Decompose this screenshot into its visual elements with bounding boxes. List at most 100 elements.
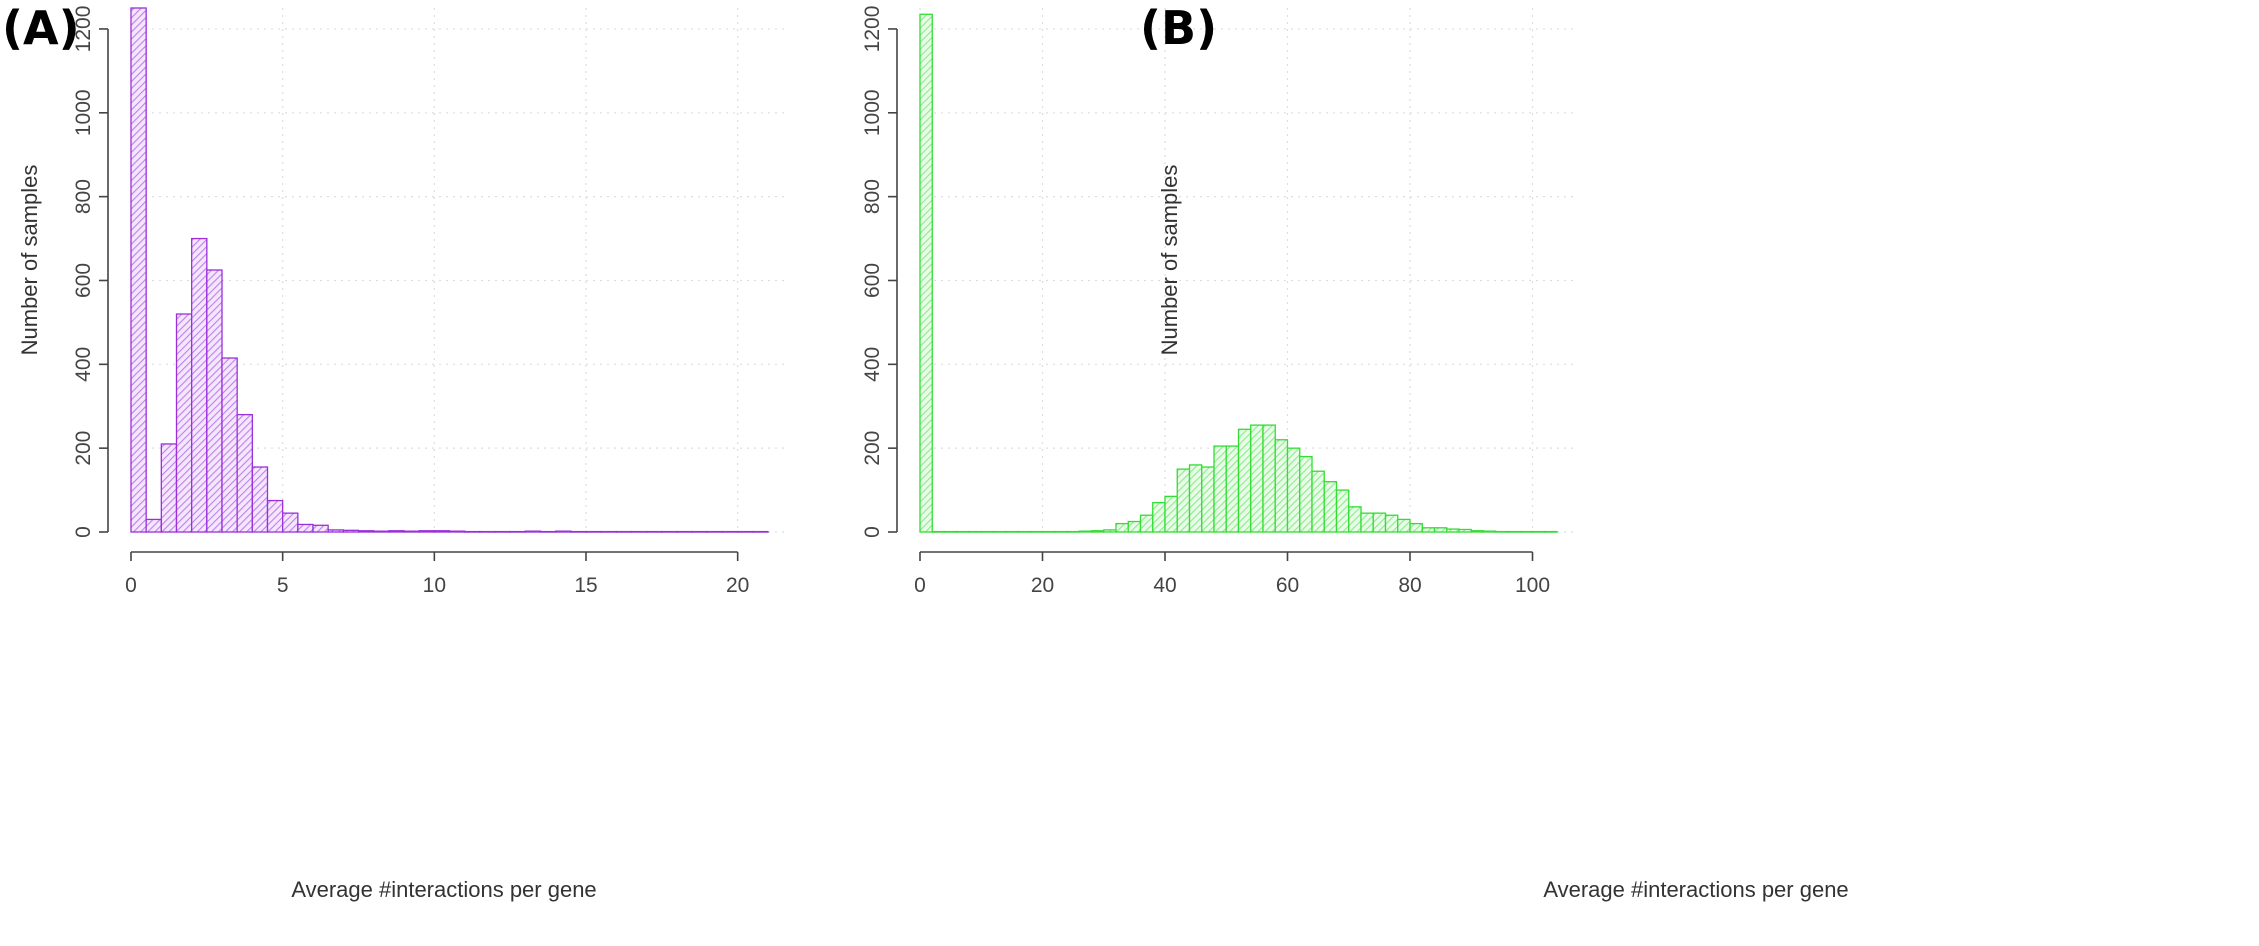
histogram-bar-b <box>1262 424 1276 533</box>
x-tick-label-a-1: 5 <box>277 574 289 597</box>
histogram-bar-b <box>1507 530 1521 533</box>
histogram-bar-a <box>585 530 602 533</box>
histogram-bars-a <box>130 7 769 533</box>
histogram-bar-b <box>919 13 933 533</box>
y-tick-label-b-4: 800 <box>861 179 884 214</box>
x-axis-title-b: Average #interactions per gene <box>1543 877 1848 902</box>
x-tick-label-a-3: 15 <box>574 574 597 597</box>
histogram-bar-b <box>1421 527 1436 533</box>
histogram-bar-b <box>943 530 958 533</box>
histogram-bar-b <box>1384 514 1399 533</box>
histogram-bar-b <box>1409 522 1423 533</box>
histogram-bar-a <box>357 530 375 533</box>
histogram-bar-b <box>1066 530 1080 533</box>
histogram-bar-a <box>570 530 587 533</box>
histogram-bar-b <box>1041 530 1056 533</box>
histogram-bar-b <box>1139 514 1154 533</box>
histogram-bar-b <box>1127 520 1142 533</box>
histogram-bar-b <box>1237 428 1252 533</box>
histogram-bar-b <box>1286 447 1301 533</box>
x-tick-label-b-2: 40 <box>1153 574 1176 597</box>
histogram-bar-a <box>464 530 481 533</box>
x-tick-label-b-3: 60 <box>1276 574 1299 597</box>
x-tick-label-b-1: 20 <box>1031 574 1054 597</box>
histogram-bar-b <box>1433 527 1448 533</box>
histogram-bar-a <box>418 530 435 533</box>
histogram-bar-a <box>509 530 526 533</box>
histogram-bar-a <box>706 530 724 533</box>
histogram-bar-b <box>1372 512 1387 533</box>
y-tick-label-b-0: 0 <box>861 526 884 538</box>
y-tick-label-a-0: 0 <box>72 526 95 538</box>
histogram-bar-a <box>524 530 542 533</box>
histogram-bar-a <box>555 530 572 533</box>
x-tick-label-a-4: 20 <box>726 574 749 597</box>
y-tick-label-b-6: 1200 <box>861 6 884 53</box>
histogram-bar-b <box>980 530 995 533</box>
histogram-bar-b <box>1029 530 1044 533</box>
histogram-bar-b <box>1519 530 1534 533</box>
x-tick-label-a-0: 0 <box>125 574 137 597</box>
histogram-bar-b <box>1005 530 1019 533</box>
histogram-bar-b <box>1446 528 1460 533</box>
histogram-bar-b <box>1213 445 1227 533</box>
histogram-bar-b <box>1090 530 1105 533</box>
histogram-bar-b <box>1348 506 1362 533</box>
histogram-bar-b <box>1323 481 1338 533</box>
x-tick-label-b-4: 80 <box>1398 574 1421 597</box>
histogram-bar-a <box>539 530 557 533</box>
histogram-bar-a <box>297 523 314 533</box>
histogram-bar-a <box>661 530 678 533</box>
histogram-bar-a <box>266 499 284 533</box>
histogram-bar-b <box>1225 445 1240 533</box>
histogram-bar-b <box>1054 530 1068 533</box>
histogram-bar-b <box>1201 466 1215 533</box>
histogram-bars-b <box>919 13 1558 533</box>
histogram-bar-a <box>145 518 162 533</box>
histogram-bar-b <box>1458 528 1472 533</box>
histogram-bar-a <box>479 530 496 533</box>
y-axis-title-b: Number of samples <box>1157 165 1182 356</box>
x-tick-label-b-5: 100 <box>1515 574 1550 597</box>
histogram-bar-b <box>931 530 946 533</box>
histogram-bar-b <box>1250 424 1264 533</box>
histogram-bar-a <box>221 357 238 533</box>
x-axis-title-a: Average #interactions per gene <box>291 877 596 902</box>
y-tick-label-a-1: 200 <box>72 431 95 466</box>
histogram-bar-b <box>1188 464 1203 533</box>
y-tick-label-b-2: 400 <box>861 347 884 382</box>
histogram-bar-a <box>600 530 617 533</box>
histogram-bar-a <box>691 530 708 533</box>
y-tick-label-a-4: 800 <box>72 179 95 214</box>
histogram-bar-a <box>721 530 739 533</box>
y-tick-label-a-3: 600 <box>72 263 95 298</box>
histogram-bar-b <box>1164 495 1178 533</box>
histogram-bar-a <box>160 443 178 533</box>
histogram-bar-a <box>282 512 299 533</box>
histogram-bar-b <box>992 530 1007 533</box>
histogram-bar-a <box>130 7 147 533</box>
histogram-bar-a <box>342 529 360 533</box>
histogram-bar-b <box>956 530 970 533</box>
y-tick-label-a-5: 1000 <box>72 89 95 136</box>
histogram-bar-b <box>1544 530 1558 533</box>
histogram-bar-b <box>1495 530 1509 533</box>
histogram-bar-a <box>206 269 223 533</box>
y-tick-label-b-3: 600 <box>861 263 884 298</box>
histogram-bar-b <box>1397 518 1411 533</box>
histogram-bar-a <box>191 237 208 533</box>
histogram-bar-b <box>1115 522 1129 533</box>
histogram-bar-b <box>968 530 982 533</box>
histogram-bar-a <box>630 530 648 533</box>
histogram-bar-a <box>251 466 269 533</box>
histogram-bar-b <box>1176 468 1191 533</box>
y-tick-label-b-1: 200 <box>861 431 884 466</box>
histogram-bar-b <box>1531 530 1546 533</box>
histogram-bar-a <box>646 530 663 533</box>
y-tick-label-b-5: 1000 <box>861 89 884 136</box>
